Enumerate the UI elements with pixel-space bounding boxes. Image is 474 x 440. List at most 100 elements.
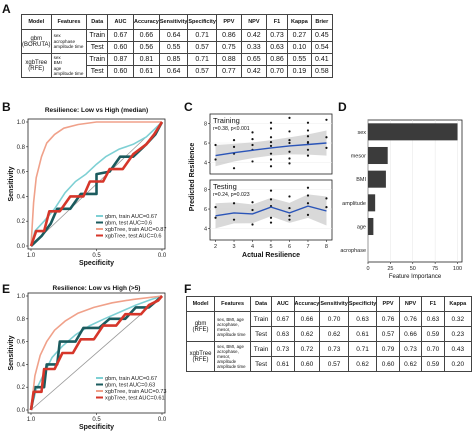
y-tick-label: 0.8 <box>17 145 26 151</box>
data-point <box>306 213 310 216</box>
data-point <box>325 205 328 209</box>
value-cell: 0.71 <box>347 341 378 357</box>
legend-label: xgbTree, train AUC=0.87 <box>105 227 167 233</box>
data-point <box>306 186 310 189</box>
value-cell: 0.59 <box>421 326 445 342</box>
model-cell: xgbTree (RFE) <box>21 53 52 78</box>
x-tick-label: 50 <box>410 266 416 272</box>
y-tick-label: 4 <box>204 160 207 166</box>
table-a-header-row: Model Features Data AUC Accuracy Sensiti… <box>21 14 334 30</box>
legend-label: gbm, train AUC=0.67 <box>105 214 157 220</box>
value-cell: 0.33 <box>240 41 267 54</box>
category-label: acrophase <box>340 248 366 254</box>
data-point <box>251 160 254 163</box>
data-point <box>269 136 273 139</box>
roc-series-line <box>29 295 163 411</box>
chart-title: Resilience: Low vs High (median) <box>45 107 148 114</box>
value-cell: 0.76 <box>398 311 423 327</box>
data-point <box>325 146 328 149</box>
data-point <box>269 158 273 161</box>
y-axis-label: Predicted Resilience <box>189 143 196 212</box>
feature-item: sex, BMI, age <box>217 344 244 349</box>
value-cell: 0.57 <box>319 356 349 372</box>
data-point <box>325 136 328 139</box>
data-point <box>251 143 254 147</box>
confidence-band <box>215 194 327 229</box>
table-header: F1 <box>265 14 289 30</box>
table-header: Accuracy <box>132 14 160 30</box>
table-header: NPV <box>398 296 423 312</box>
subplot-label: Testing <box>213 182 237 191</box>
value-cell: 0.70 <box>421 341 445 357</box>
table-header: Data <box>250 296 273 312</box>
y-tick-label: 0.4 <box>17 362 26 368</box>
y-tick-label: 0.0 <box>17 408 26 414</box>
value-cell: 0.62 <box>347 356 378 372</box>
value-cell: 0.71 <box>187 53 217 66</box>
legend-label: gbm, test AUC=0.63 <box>105 383 155 389</box>
legend-label: xgbTree, test AUC=0.6 <box>105 234 162 240</box>
table-header: Model <box>185 296 216 312</box>
data-point <box>232 139 236 142</box>
value-cell: 0.42 <box>240 65 267 78</box>
table-row: xgbTree (RFE) sex BMI age amplitude time… <box>21 53 334 78</box>
trend-line <box>215 142 327 157</box>
y-axis-label: Sensitivity <box>8 335 15 370</box>
x-axis-label: Feature Importance <box>389 274 442 280</box>
roc-series-line <box>30 121 163 247</box>
x-axis-label: Specificity <box>79 424 114 431</box>
data-point <box>288 214 291 217</box>
data-point <box>251 208 254 212</box>
value-cell: 0.57 <box>187 65 217 78</box>
value-cell: 0.66 <box>132 29 160 42</box>
y-tick-label: 8 <box>204 188 207 194</box>
table-header: AUC <box>271 296 295 312</box>
x-tick-label: 25 <box>387 266 393 272</box>
x-tick-label: 1.0 <box>27 253 36 259</box>
table-row: xgbTree (RFE) sex, BMI, age acrophase, m… <box>185 341 473 372</box>
data-point <box>288 116 291 119</box>
table-header: NPV <box>240 14 267 30</box>
table-header: Specificity <box>347 296 378 312</box>
table-header: Data <box>86 14 109 30</box>
value-cell: 0.86 <box>265 53 289 66</box>
value-cell: 0.55 <box>287 53 312 66</box>
importance-bar <box>368 194 376 212</box>
value-cell: 0.75 <box>215 41 242 54</box>
table-row: Test 0.63 0.62 0.62 0.61 0.57 0.66 0.59 … <box>187 326 473 342</box>
table-header: Sensitivity <box>158 14 189 30</box>
data-point <box>306 148 310 151</box>
y-tick-label: 1.0 <box>17 120 26 126</box>
value-cell: 0.60 <box>107 65 134 78</box>
data-point <box>269 189 273 192</box>
x-tick-label: 0.5 <box>92 253 101 259</box>
value-cell: 0.77 <box>215 65 242 78</box>
data-point <box>306 154 310 157</box>
x-tick-label: 5 <box>269 244 272 250</box>
value-cell: 0.57 <box>376 326 400 342</box>
legend-label: gbm, test AUC=0.6 <box>105 221 152 227</box>
data-point <box>214 158 217 161</box>
feature-item: sex <box>53 54 61 60</box>
roc-chart-gt5: Resilience: Low vs High (>5) 0.0 0.2 0.4 0.6… <box>8 285 167 431</box>
data-point <box>325 197 328 200</box>
data-point <box>306 121 310 124</box>
value-cell: 0.20 <box>443 356 473 372</box>
x-tick-label: 100 <box>453 266 462 272</box>
value-cell: 0.23 <box>443 326 473 342</box>
data-point <box>269 152 273 155</box>
panel-label-d: D <box>338 100 347 114</box>
value-cell: 0.85 <box>158 53 189 66</box>
feature-item: age <box>53 65 62 71</box>
value-cell: 0.79 <box>376 341 400 357</box>
panel-label-e: E <box>2 282 11 296</box>
x-tick-label: 3 <box>232 244 235 250</box>
subplot-label: Training <box>213 116 240 125</box>
model-cell: xgbTree (RFE) <box>185 341 216 372</box>
value-cell: 0.64 <box>158 65 189 78</box>
x-axis-label: Specificity <box>79 260 114 267</box>
y-tick-label: 6 <box>204 141 207 147</box>
x-tick-label: 75 <box>432 266 438 272</box>
data-point <box>288 157 291 160</box>
feature-item: sex, BMI, age <box>217 316 244 322</box>
